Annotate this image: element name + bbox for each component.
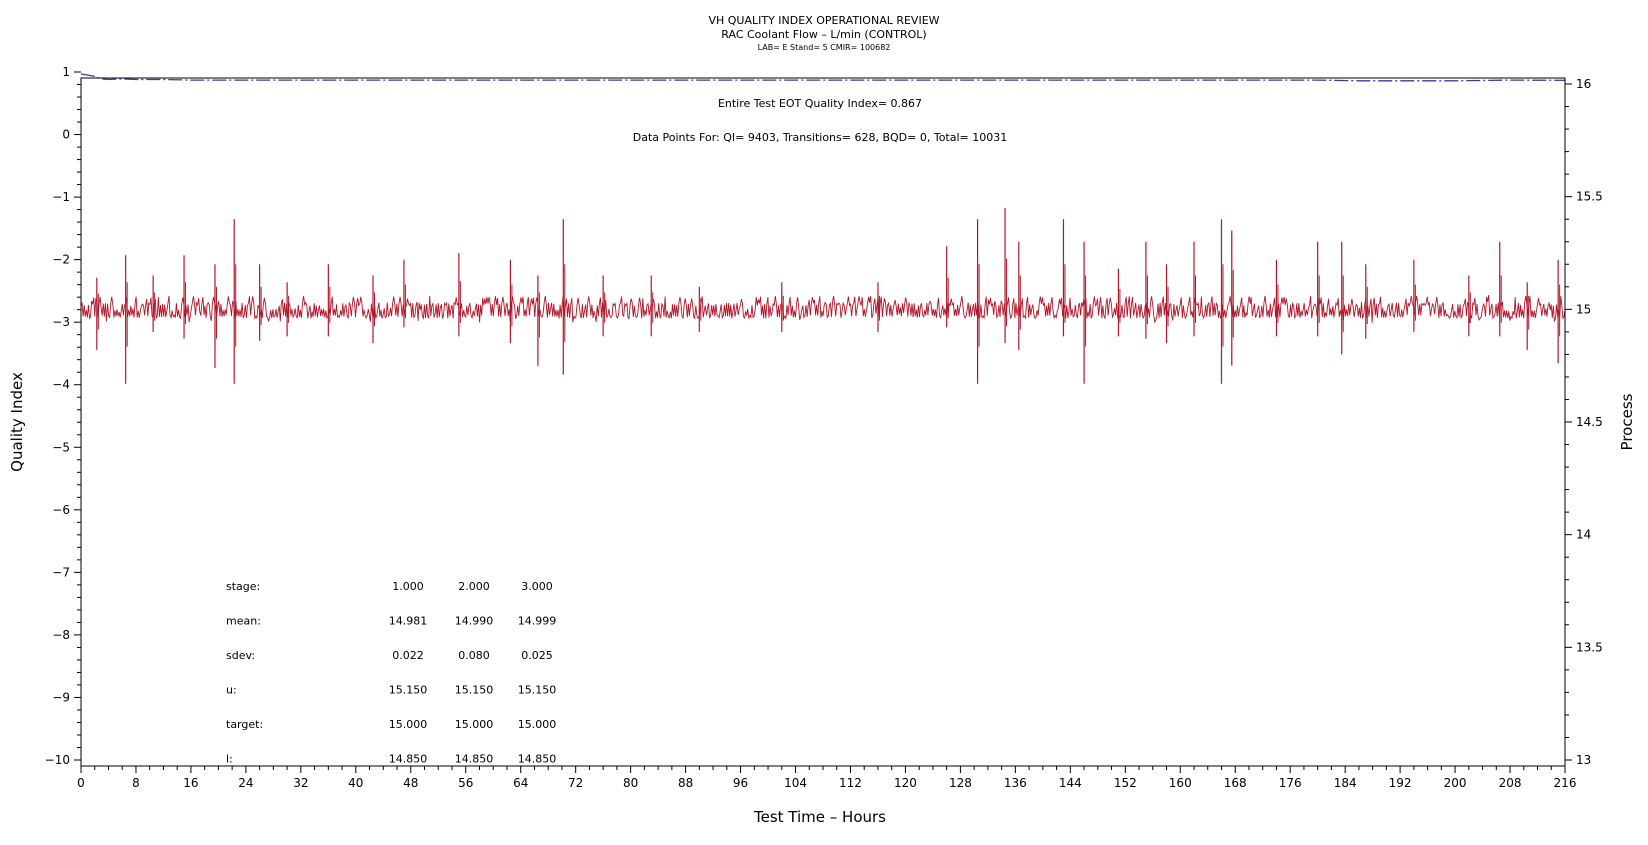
stat-cell: 14.990 xyxy=(455,615,494,628)
plot-frame xyxy=(80,77,1566,767)
x-axis: 0 8 16 24 32 40 48 56 64 72 80 88 96 104 112 120 128 136 1… xyxy=(77,766,1576,790)
x-tick-label: 80 xyxy=(623,776,638,790)
x-tick-label: 40 xyxy=(348,776,363,790)
y-tick-label: −8 xyxy=(52,628,70,642)
y2-tick-label: 14 xyxy=(1576,528,1591,542)
stat-cell: 0.080 xyxy=(458,649,490,662)
y2-tick-label: 13.5 xyxy=(1576,640,1603,654)
quality-index-line xyxy=(80,73,1566,82)
y-tick-label: −4 xyxy=(52,378,70,392)
x-tick-label: 32 xyxy=(293,776,308,790)
y-tick-label: −10 xyxy=(45,753,70,767)
stat-cell: 14.999 xyxy=(518,615,557,628)
x-tick-label: 56 xyxy=(458,776,473,790)
y-tick-label: −2 xyxy=(52,253,70,267)
y-tick-label: 1 xyxy=(62,65,70,79)
x-tick-label: 16 xyxy=(183,776,198,790)
chart-subtitle-meta: LAB= E Stand= 5 CMIR= 100682 xyxy=(757,43,891,52)
stat-cell: 15.000 xyxy=(518,718,557,731)
stat-cell: 1.000 xyxy=(392,580,424,593)
y-tick-label: −5 xyxy=(52,440,70,454)
x-tick-label: 176 xyxy=(1279,776,1302,790)
stat-row-label: l: xyxy=(226,753,233,766)
y-tick-label: −6 xyxy=(52,503,70,517)
stat-row-label: mean: xyxy=(226,615,261,628)
y2-tick-label: 15.5 xyxy=(1576,190,1603,204)
x-tick-label: 168 xyxy=(1224,776,1247,790)
process-series xyxy=(80,207,1566,384)
eot-quality-index-annotation: Entire Test EOT Quality Index= 0.867 xyxy=(718,97,922,110)
y-tick-label: −9 xyxy=(52,690,70,704)
x-tick-label: 144 xyxy=(1059,776,1082,790)
x-tick-label: 192 xyxy=(1389,776,1412,790)
x-tick-label: 64 xyxy=(513,776,528,790)
stat-row-label: stage: xyxy=(226,580,260,593)
x-tick-label: 24 xyxy=(238,776,253,790)
x-tick-label: 160 xyxy=(1169,776,1192,790)
chart-title-block: VH QUALITY INDEX OPERATIONAL REVIEW RAC … xyxy=(0,14,1648,53)
y2-axis-title: Process xyxy=(1618,393,1636,450)
stat-cell: 14.850 xyxy=(389,753,428,766)
stat-cell: 15.150 xyxy=(455,684,494,697)
y-tick-label: −3 xyxy=(52,315,70,329)
x-axis-title: Test Time – Hours xyxy=(753,808,886,826)
y2-tick-label: 16 xyxy=(1576,77,1591,91)
x-tick-label: 104 xyxy=(784,776,807,790)
x-tick-label: 112 xyxy=(839,776,862,790)
x-tick-label: 0 xyxy=(77,776,85,790)
stat-cell: 0.022 xyxy=(392,649,424,662)
stat-cell: 2.000 xyxy=(458,580,490,593)
y2-tick-label: 13 xyxy=(1576,753,1591,767)
stat-row-label: target: xyxy=(226,718,263,731)
x-tick-label: 72 xyxy=(568,776,583,790)
quality-index-series xyxy=(80,73,1566,82)
chart-subtitle: RAC Coolant Flow – L/min (CONTROL) xyxy=(721,28,927,41)
x-tick-label: 216 xyxy=(1554,776,1577,790)
x-tick-label: 136 xyxy=(1004,776,1027,790)
stat-cell: 14.850 xyxy=(455,753,494,766)
stat-row-label: sdev: xyxy=(226,649,255,662)
chart-title: VH QUALITY INDEX OPERATIONAL REVIEW xyxy=(708,14,940,27)
x-tick-label: 184 xyxy=(1334,776,1357,790)
y-tick-label: 0 xyxy=(62,128,70,142)
x-tick-label: 8 xyxy=(132,776,140,790)
stat-cell: 15.150 xyxy=(518,684,557,697)
y2-tick-label: 15 xyxy=(1576,302,1591,316)
y-tick-label: −7 xyxy=(52,565,70,579)
y-axis-title: Quality Index xyxy=(8,372,26,472)
x-tick-label: 200 xyxy=(1444,776,1467,790)
stat-row-label: u: xyxy=(226,684,237,697)
stage-statistics-table: stage: 1.000 2.000 3.000 mean: 14.981 14.990 14… xyxy=(226,580,556,766)
x-tick-label: 88 xyxy=(678,776,693,790)
x-tick-label: 48 xyxy=(403,776,418,790)
y-tick-label: −1 xyxy=(52,190,70,204)
x-tick-label: 120 xyxy=(894,776,917,790)
y-axis-right: 16 15.5 15 14.5 14 13.5 13 xyxy=(1565,77,1603,767)
x-tick-label: 96 xyxy=(733,776,748,790)
y2-tick-label: 14.5 xyxy=(1576,415,1603,429)
data-points-annotation: Data Points For: QI= 9403, Transitions= … xyxy=(633,131,1008,144)
x-tick-label: 152 xyxy=(1114,776,1137,790)
process-trace xyxy=(80,295,1566,324)
stat-cell: 0.025 xyxy=(521,649,553,662)
stat-cell: 15.000 xyxy=(455,718,494,731)
x-tick-label: 208 xyxy=(1499,776,1522,790)
stat-cell: 3.000 xyxy=(521,580,553,593)
y-axis-left: 1 0 −1 −2 −3 −4 −5 −6 −7 −8 −9 −10 xyxy=(45,65,81,767)
stat-cell: 15.150 xyxy=(389,684,428,697)
stat-cell: 14.850 xyxy=(518,753,557,766)
x-tick-label: 128 xyxy=(949,776,972,790)
stat-cell: 14.981 xyxy=(389,615,428,628)
stat-cell: 15.000 xyxy=(389,718,428,731)
